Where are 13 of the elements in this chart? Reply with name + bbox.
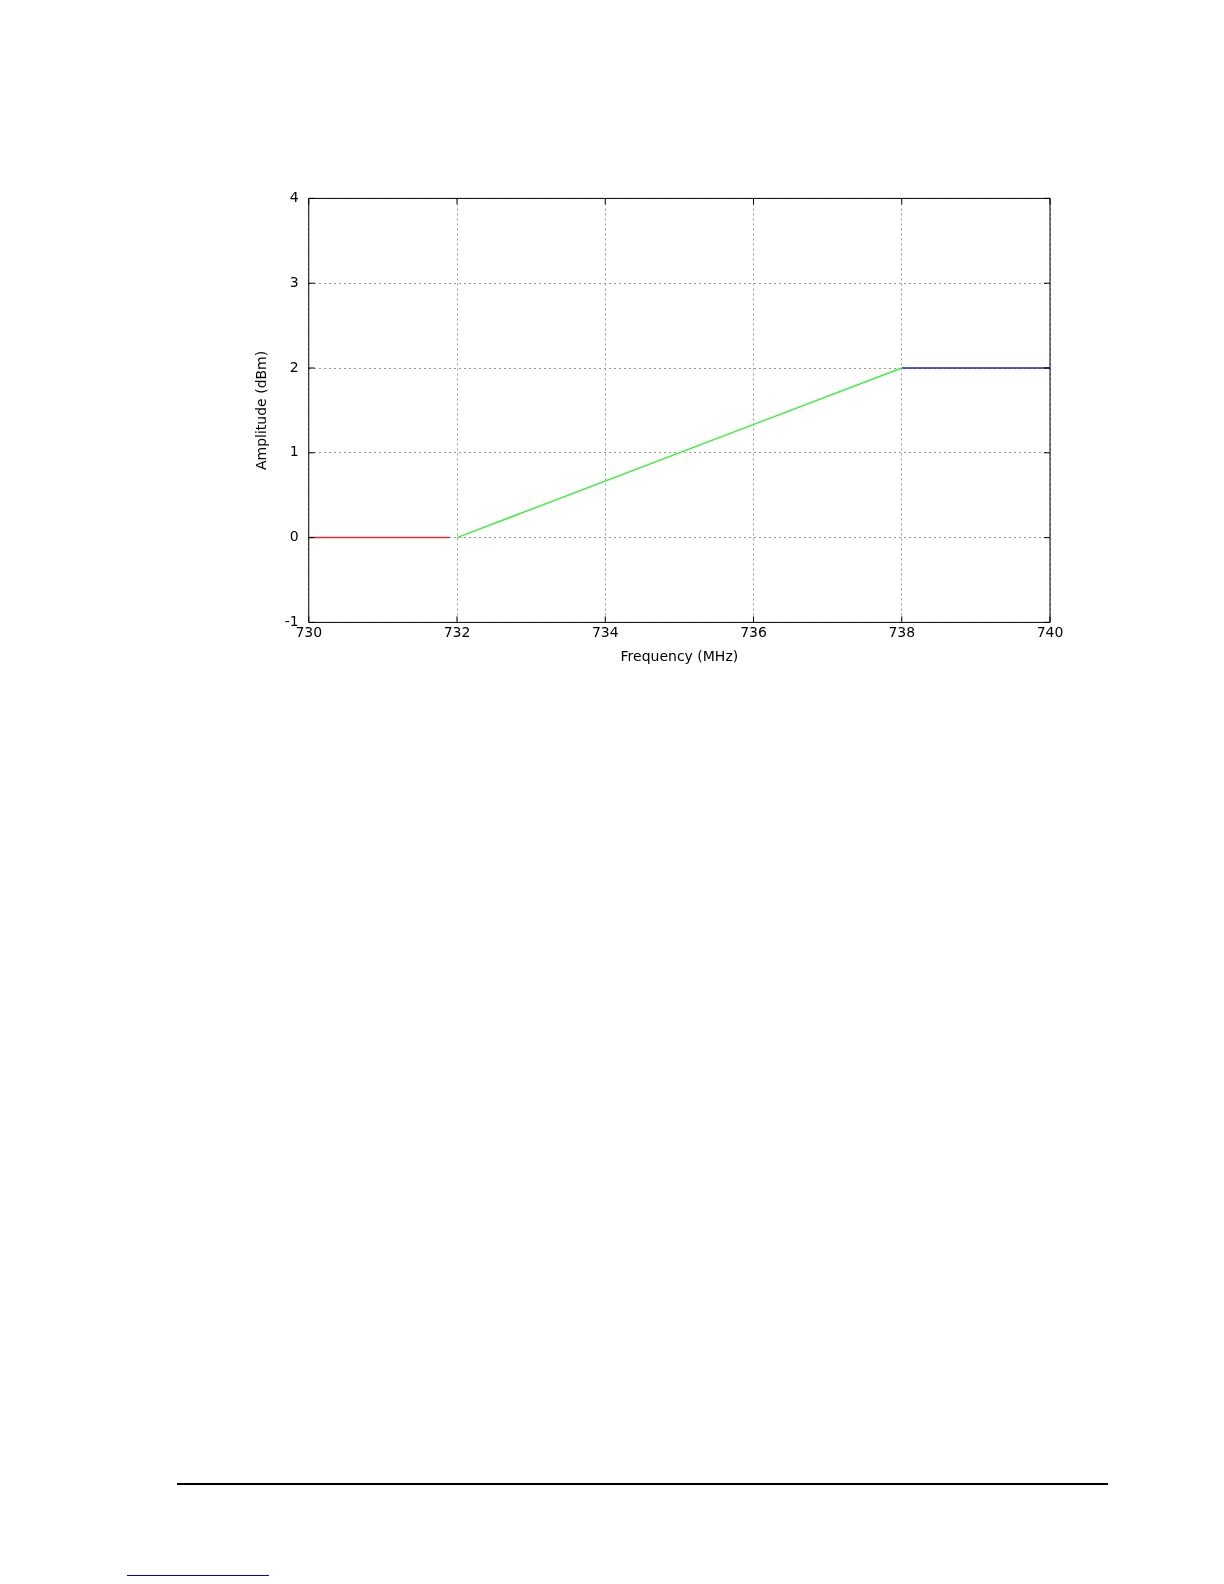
x-tick-label: 734 <box>591 624 619 641</box>
x-tick-label: 738 <box>888 624 916 641</box>
y-tick-label: 3 <box>289 273 299 290</box>
y-tick-label: 1 <box>289 443 299 460</box>
y-tick-label: 4 <box>289 189 299 206</box>
y-tick-label: 0 <box>289 528 299 545</box>
x-tick-label: 740 <box>1036 624 1064 641</box>
x-tick-label: 736 <box>740 624 767 641</box>
x-axis-title: Frequency (MHz) <box>620 648 739 665</box>
y-tick-label: 2 <box>289 358 299 375</box>
x-tick-label: 732 <box>443 624 471 641</box>
y-tick-label: -1 <box>284 613 299 630</box>
y-axis-title: Amplitude (dBm) <box>253 350 270 471</box>
